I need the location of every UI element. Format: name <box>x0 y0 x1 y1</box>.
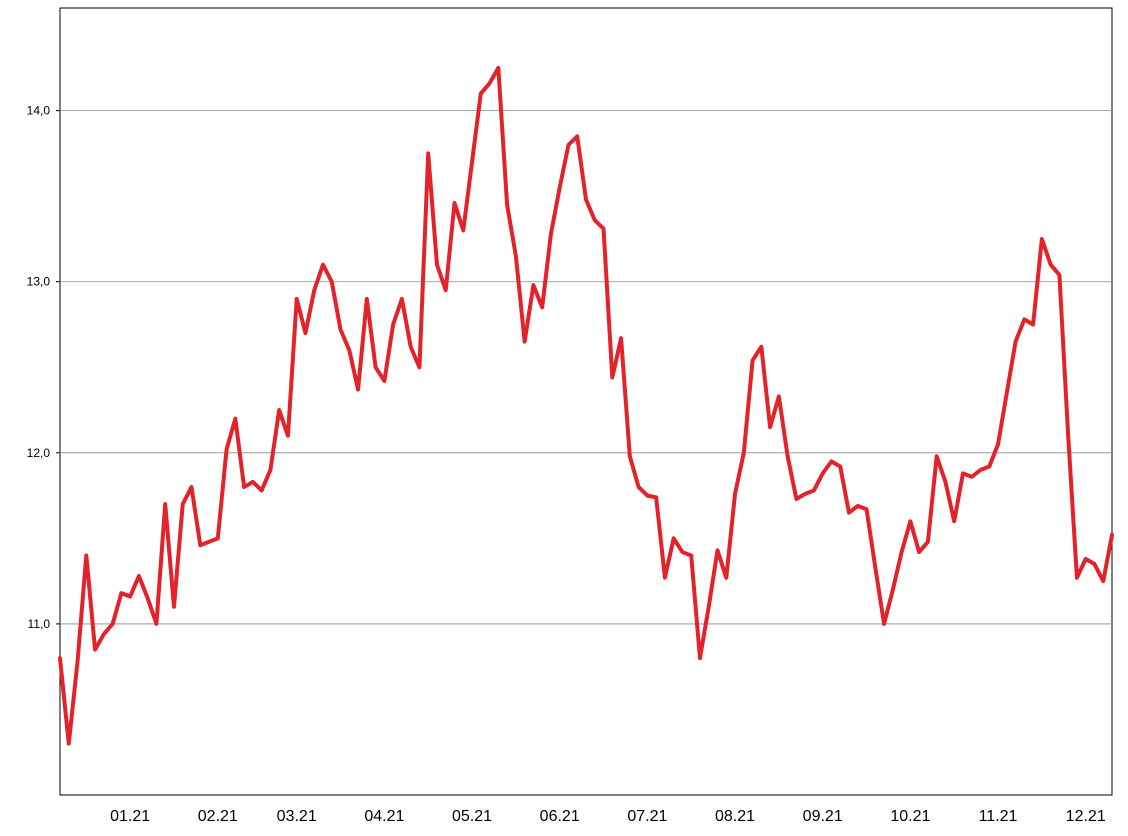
x-tick-label: 11.21 <box>979 808 1018 825</box>
x-tick-label: 10.21 <box>890 808 930 825</box>
y-tick-label: 11,0 <box>28 617 51 631</box>
y-tick-label: 14,0 <box>27 104 51 118</box>
x-tick-label: 12.21 <box>1066 808 1106 825</box>
x-tick-label: 03.21 <box>277 808 317 825</box>
x-tick-label: 01.21 <box>110 808 150 825</box>
x-tick-label: 08.21 <box>715 808 755 825</box>
x-tick-label: 05.21 <box>452 808 492 825</box>
x-tick-label: 02.21 <box>198 808 238 825</box>
x-tick-label: 07.21 <box>627 808 667 825</box>
y-tick-label: 13,0 <box>27 275 51 289</box>
line-series <box>58 65 1114 746</box>
x-tick-label: 06.21 <box>540 808 580 825</box>
x-tick-label: 04.21 <box>364 808 404 825</box>
x-tick-label: 09.21 <box>803 808 843 825</box>
plot-frame <box>59 7 1113 796</box>
y-tick-label: 12,0 <box>27 446 51 460</box>
